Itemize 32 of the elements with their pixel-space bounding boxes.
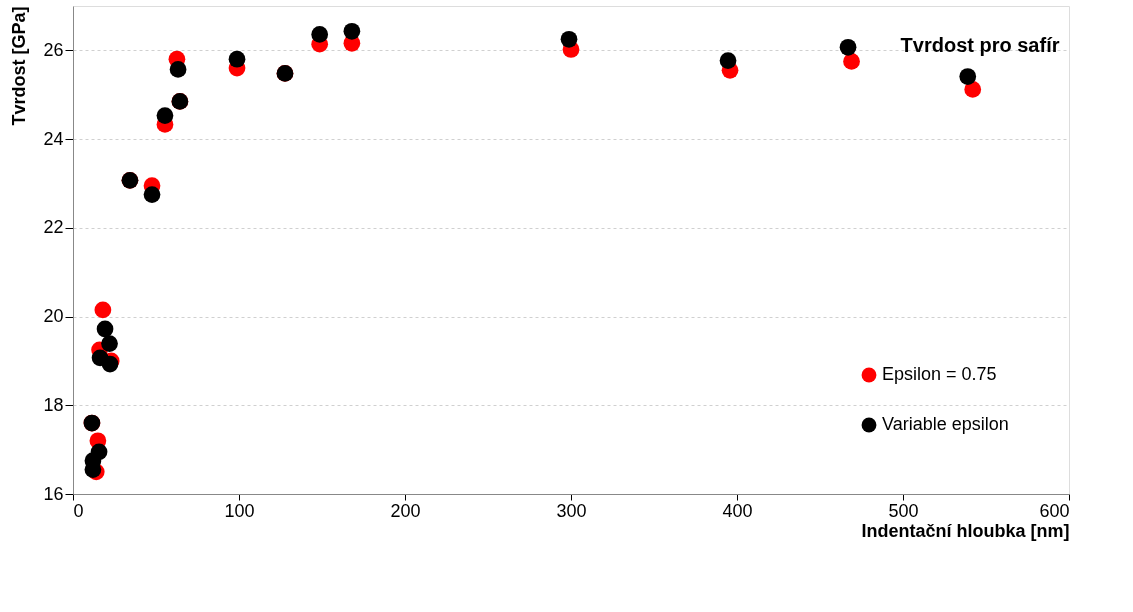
point xyxy=(719,52,737,69)
y-tick-label: 26 xyxy=(43,39,64,60)
legend-label: Epsilon = 0.75 xyxy=(882,364,997,384)
point xyxy=(169,61,187,78)
x-tick-label: 500 xyxy=(888,500,919,521)
point xyxy=(839,38,857,56)
text: Tvrdost pro safír xyxy=(900,34,1060,56)
y-tick-label: 20 xyxy=(43,306,64,327)
y-tick-label: 18 xyxy=(43,394,64,415)
point xyxy=(96,320,114,338)
x-tick-label: 100 xyxy=(224,500,255,521)
x-tick-label: 300 xyxy=(556,500,587,521)
point xyxy=(560,30,578,48)
x-tick-label: 200 xyxy=(390,500,421,521)
y-tick-label: 22 xyxy=(43,217,64,238)
point xyxy=(156,107,174,124)
y-tick-label: 24 xyxy=(43,128,64,149)
point xyxy=(228,50,246,68)
x-tick-label: 0 xyxy=(73,500,84,521)
point xyxy=(959,68,977,85)
x-tick-label: 600 xyxy=(1039,500,1070,521)
y-axis-title: Tvrdost [GPa] xyxy=(9,6,30,126)
point xyxy=(843,53,860,70)
point xyxy=(343,22,361,40)
point xyxy=(311,26,329,43)
y-tick-label: 16 xyxy=(43,483,64,504)
legend-label: Variable epsilon xyxy=(882,414,1009,434)
x-axis-title: Indentační hloubka [nm] xyxy=(861,520,1070,541)
point xyxy=(94,301,112,319)
point xyxy=(143,186,161,203)
point xyxy=(101,335,118,352)
x-tick-label: 400 xyxy=(722,500,753,521)
